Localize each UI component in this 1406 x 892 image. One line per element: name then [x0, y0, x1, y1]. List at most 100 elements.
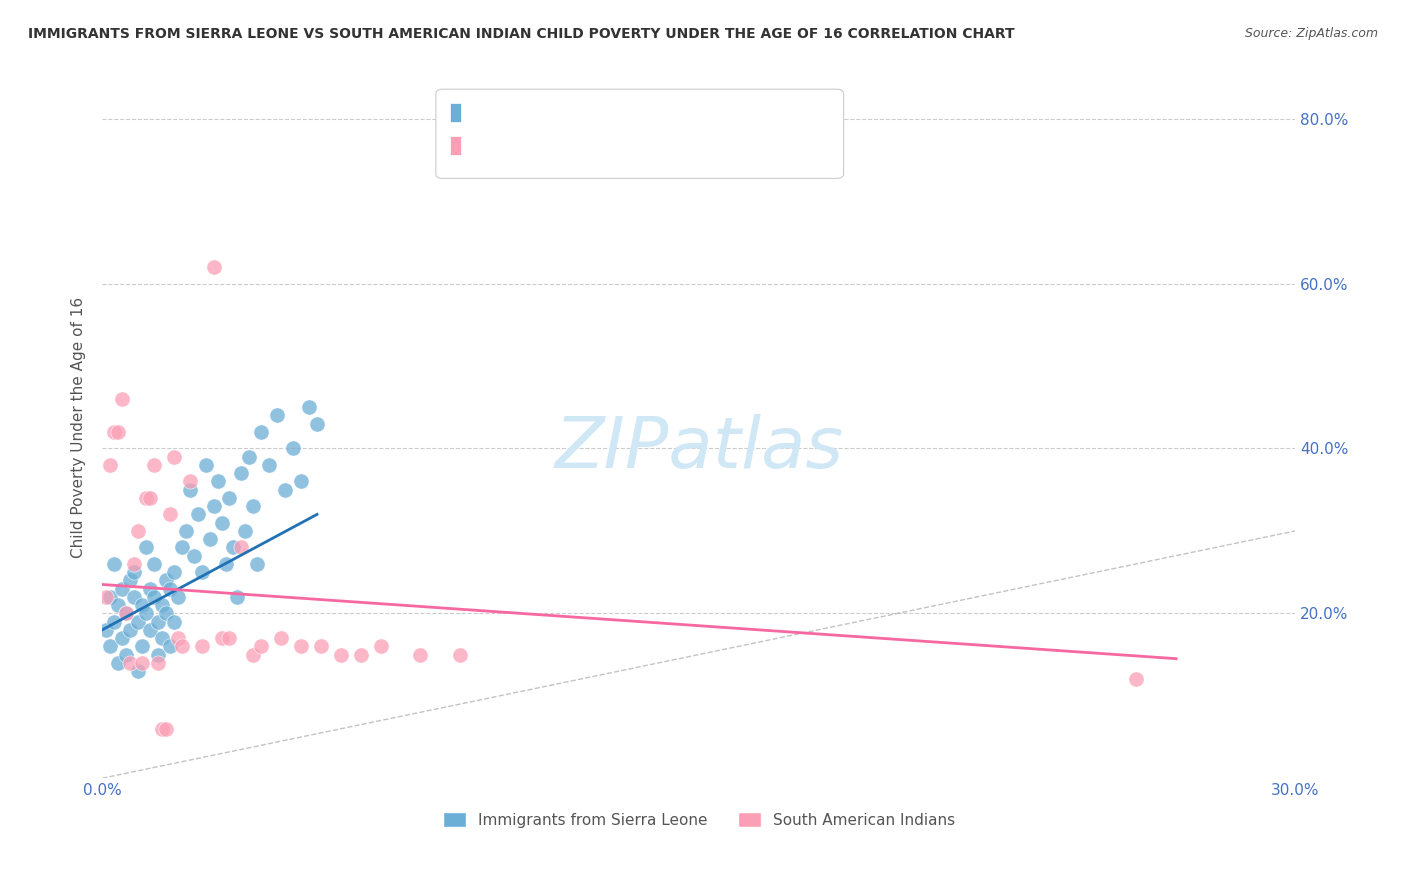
Point — [155, 607, 177, 621]
Point — [179, 483, 201, 497]
Point — [131, 598, 153, 612]
Point — [194, 458, 217, 472]
Point — [202, 260, 225, 274]
Point — [242, 648, 264, 662]
Point — [107, 425, 129, 439]
Point — [242, 499, 264, 513]
Point — [350, 648, 373, 662]
Point — [111, 582, 134, 596]
Point — [190, 640, 212, 654]
Point — [198, 532, 221, 546]
Point — [115, 607, 138, 621]
Text: R =  0.291    N = 64: R = 0.291 N = 64 — [465, 103, 648, 117]
Point — [246, 557, 269, 571]
Point — [131, 656, 153, 670]
Point — [107, 598, 129, 612]
Point — [135, 607, 157, 621]
Point — [163, 450, 186, 464]
Y-axis label: Child Poverty Under the Age of 16: Child Poverty Under the Age of 16 — [72, 297, 86, 558]
Point — [281, 442, 304, 456]
Point — [150, 631, 173, 645]
Point — [127, 664, 149, 678]
Point — [103, 557, 125, 571]
Point — [150, 722, 173, 736]
Point — [259, 458, 281, 472]
Point — [309, 640, 332, 654]
Point — [122, 590, 145, 604]
Point — [155, 722, 177, 736]
Point — [222, 541, 245, 555]
Point — [187, 508, 209, 522]
Point — [250, 425, 273, 439]
Point — [211, 631, 233, 645]
Point — [142, 590, 165, 604]
Point — [111, 631, 134, 645]
Point — [166, 631, 188, 645]
Point — [146, 656, 169, 670]
Point — [183, 549, 205, 563]
Point — [146, 615, 169, 629]
Point — [250, 640, 273, 654]
Point — [231, 541, 253, 555]
Point — [142, 557, 165, 571]
Point — [118, 574, 141, 588]
Point — [103, 615, 125, 629]
Point — [202, 499, 225, 513]
Point — [409, 648, 432, 662]
Point — [155, 574, 177, 588]
Point — [98, 458, 121, 472]
Point — [115, 607, 138, 621]
Point — [274, 483, 297, 497]
Point — [139, 491, 162, 505]
Point — [1125, 673, 1147, 687]
Point — [139, 623, 162, 637]
Point — [218, 491, 240, 505]
Point — [127, 524, 149, 538]
Point — [207, 475, 229, 489]
Point — [174, 524, 197, 538]
Point — [118, 623, 141, 637]
Point — [370, 640, 392, 654]
Point — [103, 425, 125, 439]
Point — [111, 392, 134, 406]
Point — [166, 590, 188, 604]
Point — [150, 598, 173, 612]
Point — [170, 541, 193, 555]
Point — [142, 458, 165, 472]
Point — [107, 656, 129, 670]
Point — [96, 590, 118, 604]
Text: ZIPatlas: ZIPatlas — [554, 415, 844, 483]
Point — [163, 565, 186, 579]
Point — [170, 640, 193, 654]
Point — [98, 640, 121, 654]
Point — [159, 508, 181, 522]
Point — [96, 623, 118, 637]
Point — [159, 640, 181, 654]
Point — [449, 648, 471, 662]
Point — [290, 640, 312, 654]
Point — [122, 557, 145, 571]
Point — [135, 491, 157, 505]
Legend: Immigrants from Sierra Leone, South American Indians: Immigrants from Sierra Leone, South Amer… — [436, 805, 962, 834]
Point — [135, 541, 157, 555]
Point — [115, 648, 138, 662]
Point — [231, 466, 253, 480]
Point — [270, 631, 292, 645]
Text: Source: ZipAtlas.com: Source: ZipAtlas.com — [1244, 27, 1378, 40]
Point — [122, 565, 145, 579]
Point — [226, 590, 249, 604]
Point — [329, 648, 352, 662]
Point — [190, 565, 212, 579]
Point — [118, 656, 141, 670]
Point — [159, 582, 181, 596]
Point — [131, 640, 153, 654]
Point — [163, 615, 186, 629]
Text: IMMIGRANTS FROM SIERRA LEONE VS SOUTH AMERICAN INDIAN CHILD POVERTY UNDER THE AG: IMMIGRANTS FROM SIERRA LEONE VS SOUTH AM… — [28, 27, 1015, 41]
Point — [179, 475, 201, 489]
Point — [298, 401, 321, 415]
Point — [98, 590, 121, 604]
Point — [127, 615, 149, 629]
Point — [214, 557, 236, 571]
Text: R = -0.113    N = 37: R = -0.113 N = 37 — [465, 136, 648, 150]
Point — [238, 450, 260, 464]
